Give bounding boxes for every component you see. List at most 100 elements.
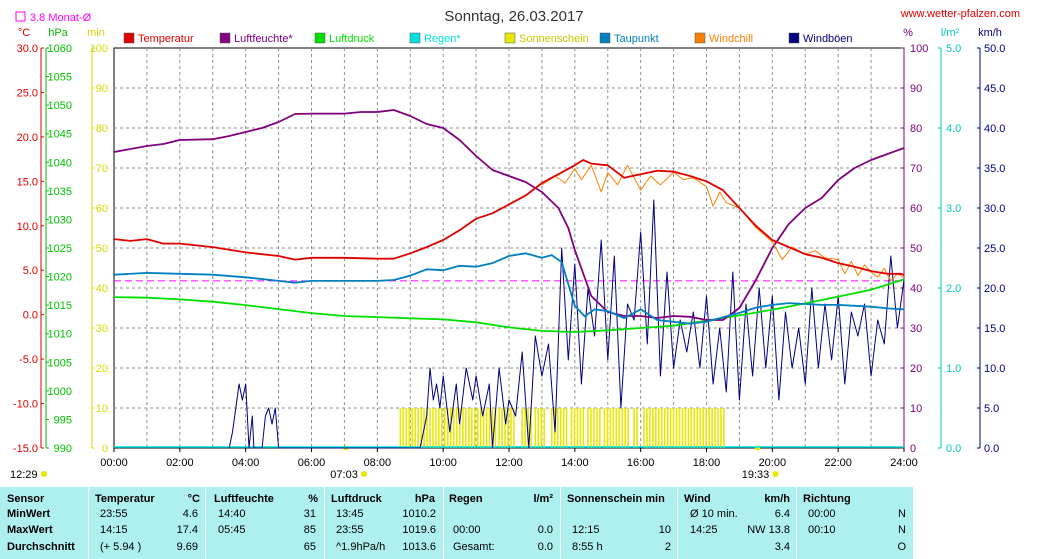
axis-tick-label-humidity: 50 <box>910 243 922 255</box>
stats-temperature-time: (+ 5.94 ) <box>100 541 142 553</box>
stats-separator <box>443 487 444 559</box>
stats-wind-time: 14:25 <box>690 524 718 536</box>
legend-label-rain: Regen* <box>424 33 461 45</box>
stats-row-label: MinWert <box>7 508 51 520</box>
axis-tick-label-sun: 30 <box>96 323 108 335</box>
axis-tick-label-rain: 0.0 <box>946 443 961 455</box>
x-tick-label: 18:00 <box>693 457 721 469</box>
axes: 30.0 25.0 20.0 15.0 10.0 5.0 0.0 -5.0 -10.0 -15.0… <box>10 27 1005 481</box>
sunset-time: 19:33 <box>742 469 770 481</box>
legend-swatch-dewpoint <box>599 32 611 44</box>
axis-tick-label-sun: 20 <box>96 363 108 375</box>
axis-tick-label-temp: 0.0 <box>23 310 38 322</box>
axis-tick-label-pressure: 1015 <box>48 300 72 312</box>
stats-unit-rain: l/m² <box>533 493 553 505</box>
stats-wind-value: 6.4 <box>774 508 790 520</box>
monthly-avg-icon <box>15 11 26 22</box>
stats-temperature-time: 14:15 <box>100 524 128 536</box>
stats-pressure-time: 23:55 <box>336 524 364 536</box>
legend-label-pressure: Luftdruck <box>329 33 375 45</box>
stats-direction-value: N <box>898 524 906 536</box>
axis-tick-label-pressure: 1005 <box>48 357 72 369</box>
sunrise-dot-icon <box>361 471 368 477</box>
axis-tick-label-rain: 3.0 <box>946 203 961 215</box>
axis-tick-label-sun: 90 <box>96 83 108 95</box>
axis-tick-label-wind: 0.0 <box>984 443 999 455</box>
axis-tick-label-humidity: 80 <box>910 123 922 135</box>
legend-label-windchill: Windchill <box>709 33 753 45</box>
axis-tick-label-pressure: 1055 <box>48 72 72 84</box>
x-tick-label: 02:00 <box>166 457 194 469</box>
legend: Temperatur Luftfeuchte* Luftdruck Regen* Son… <box>123 32 853 45</box>
axis-tick-label-temp: -15.0 <box>13 443 38 455</box>
axis-tick-label-sun: 50 <box>96 243 108 255</box>
legend-label-sunshine: Sonnenschein <box>519 33 589 45</box>
stats-table-blank <box>913 487 1058 559</box>
stats-sunshine-time: 12:15 <box>572 524 600 536</box>
axis-tick-label-temp: -10.0 <box>13 399 38 411</box>
stats-rain-value: 0.0 <box>537 524 553 536</box>
axis-tick-label-sun: 0 <box>102 443 108 455</box>
stats-temperature-value: 17.4 <box>176 524 198 536</box>
series-layer <box>113 109 905 449</box>
axis-tick-label-humidity: 60 <box>910 203 922 215</box>
axis-tick-label-pressure: 1000 <box>48 386 72 398</box>
stats-header-wind: Wind <box>684 493 711 505</box>
site-link[interactable]: www.wetter-pfalzen.com <box>900 8 1020 20</box>
stats-sunshine-value: 2 <box>664 541 671 553</box>
axis-tick-label-sun: 100 <box>90 43 108 55</box>
x-tick-label: 08:00 <box>364 457 392 469</box>
axis-tick-label-temp: 5.0 <box>23 265 38 277</box>
stats-header-direction: Richtung <box>803 493 851 505</box>
x-tick-label: 10:00 <box>429 457 457 469</box>
x-tick-label: 04:00 <box>232 457 260 469</box>
stats-direction-value: O <box>897 541 906 553</box>
axis-tick-label-humidity: 70 <box>910 163 922 175</box>
axis-unit-temp: °C <box>18 27 30 39</box>
x-tick-label: 16:00 <box>627 457 655 469</box>
x-tick-label: 00:00 <box>100 457 128 469</box>
x-tick-label: 14:00 <box>561 457 589 469</box>
x-tick-label: 22:00 <box>824 457 852 469</box>
x-tick-label: 20:00 <box>759 457 787 469</box>
axis-tick-label-pressure: 1025 <box>48 243 72 255</box>
stats-unit-pressure: hPa <box>414 493 435 505</box>
stats-temperature-value: 9.69 <box>176 541 198 553</box>
axis-tick-label-pressure: 1035 <box>48 186 72 198</box>
stats-temperature-value: 4.6 <box>182 508 198 520</box>
axis-tick-label-wind: 50.0 <box>984 43 1005 55</box>
stats-pressure-time: 13:45 <box>336 508 364 520</box>
axis-tick-label-sun: 70 <box>96 163 108 175</box>
axis-tick-label-wind: 45.0 <box>984 83 1005 95</box>
stats-header-rain: Regen <box>449 493 483 505</box>
axis-tick-label-wind: 30.0 <box>984 203 1005 215</box>
stats-humidity-time: 14:40 <box>218 508 246 520</box>
axis-tick-label-temp: 30.0 <box>17 43 38 55</box>
legend-swatch-rain <box>409 32 421 44</box>
sunrise-time: 07:03 <box>330 469 358 481</box>
axis-tick-label-pressure: 995 <box>54 414 72 426</box>
stats-unit-wind: km/h <box>764 493 790 505</box>
stats-separator <box>88 487 89 559</box>
axis-tick-label-temp: 25.0 <box>17 87 38 99</box>
axis-tick-label-humidity: 100 <box>910 43 928 55</box>
axis-tick-label-rain: 4.0 <box>946 123 961 135</box>
stats-rain-value: 0.0 <box>537 541 553 553</box>
axis-tick-label-humidity: 90 <box>910 83 922 95</box>
stats-wind-value: 3.4 <box>774 541 790 553</box>
stats-rain-time: 00:00 <box>453 524 481 536</box>
stats-header-temperature: Temperatur <box>95 493 155 505</box>
legend-swatch-gust <box>788 32 800 44</box>
axis-tick-label-pressure: 1050 <box>48 100 72 112</box>
axis-tick-label-pressure: 1045 <box>48 129 72 141</box>
axis-tick-label-wind: 5.0 <box>984 403 999 415</box>
stats-separator <box>324 487 325 559</box>
axis-tick-label-temp: 20.0 <box>17 132 38 144</box>
stats-humidity-value: 85 <box>303 524 316 536</box>
stats-direction-value: N <box>898 508 906 520</box>
stats-row-label: MaxWert <box>7 524 53 536</box>
axis-tick-label-sun: 40 <box>96 283 108 295</box>
axis-tick-label-wind: 35.0 <box>984 163 1005 175</box>
chart-title: Sonntag, 26.03.2017 <box>444 8 583 25</box>
x-tick-label: 12:00 <box>495 457 523 469</box>
